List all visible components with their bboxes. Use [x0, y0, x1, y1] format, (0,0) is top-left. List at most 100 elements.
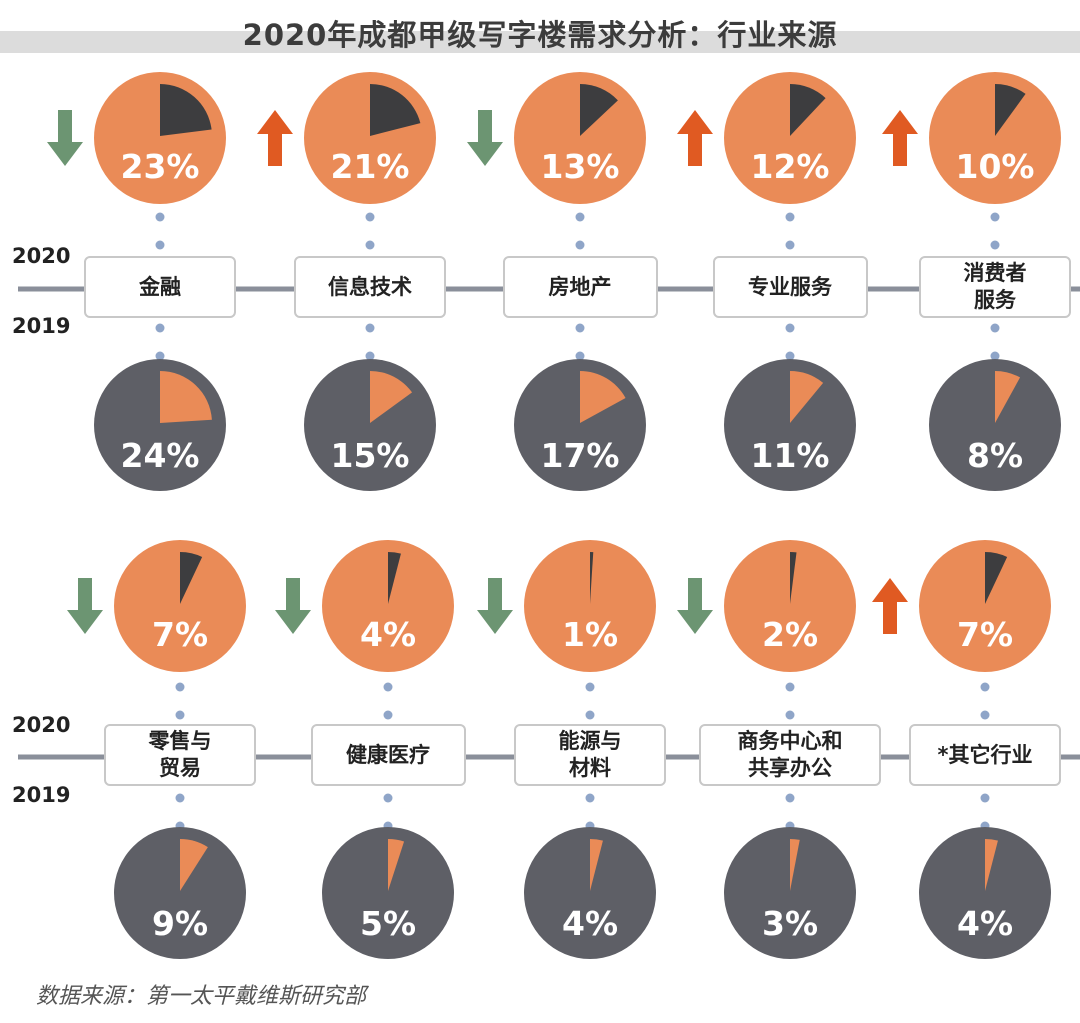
pie-2020-slice-3: [580, 84, 618, 136]
pie-2019-label-10: 4%: [957, 904, 1013, 943]
category-label: *其它行业: [937, 742, 1033, 767]
connector-dot: [585, 682, 595, 692]
connector-dot: [575, 240, 585, 250]
pie-2019-slice-9: [790, 839, 800, 891]
connector-dot: [585, 710, 595, 720]
connector-dot: [175, 793, 185, 803]
connector-dot: [365, 351, 375, 361]
category-box-3: 房地产: [502, 256, 658, 318]
category-label: 房地产: [548, 274, 612, 299]
chart-title: 2020年成都甲级写字楼需求分析：行业来源: [242, 18, 838, 52]
pie-2020-slice-1: [160, 84, 212, 136]
category-box-9: 商务中心和 共享办公: [699, 724, 881, 786]
connector-dot: [155, 323, 165, 333]
year-label-2020-row1: 2020: [12, 244, 71, 268]
pie-2020-label-2: 21%: [331, 147, 410, 186]
connector-dot: [155, 212, 165, 222]
connector-dot: [383, 793, 393, 803]
connector-dot: [980, 793, 990, 803]
category-box-10: *其它行业: [909, 724, 1061, 786]
connector-dot: [785, 351, 795, 361]
trend-arrow-down-icon: [275, 578, 311, 634]
pie-2019-7: [322, 827, 454, 959]
pie-2020-7: [322, 540, 454, 672]
connector-dot: [785, 323, 795, 333]
category-label: 健康医疗: [346, 742, 430, 767]
pie-2019-label-6: 9%: [152, 904, 208, 943]
trend-arrow-up-icon: [882, 110, 918, 166]
pie-2020-10: [919, 540, 1051, 672]
category-label: 金融: [139, 274, 181, 299]
pie-2020-slice-8: [590, 552, 594, 604]
pie-2019-label-2: 15%: [331, 436, 410, 475]
pie-2020-label-8: 1%: [562, 615, 618, 654]
connector-dot: [365, 323, 375, 333]
pie-2020-label-3: 13%: [541, 147, 620, 186]
pie-2020-label-9: 2%: [762, 615, 818, 654]
connector-dot: [990, 240, 1000, 250]
pie-2020-label-1: 23%: [121, 147, 200, 186]
pie-2019-9: [724, 827, 856, 959]
pie-2020-slice-10: [985, 552, 1008, 604]
pie-2019-6: [114, 827, 246, 959]
pie-2019-label-9: 3%: [762, 904, 818, 943]
trend-arrow-down-icon: [47, 110, 83, 166]
connector-dot: [785, 240, 795, 250]
connector-dot: [383, 682, 393, 692]
trend-arrow-up-icon: [677, 110, 713, 166]
pie-2020-4: [724, 72, 856, 204]
category-box-7: 健康医疗: [310, 724, 466, 786]
connector-dot: [785, 793, 795, 803]
connector-dot: [155, 351, 165, 361]
pie-2019-slice-7: [388, 839, 405, 891]
trend-arrow-down-icon: [67, 578, 103, 634]
pie-2020-slice-9: [790, 552, 797, 604]
pie-2019-slice-1: [160, 371, 212, 423]
category-box-2: 信息技术: [294, 256, 446, 318]
pie-2020-5: [929, 72, 1061, 204]
connector-dot: [990, 323, 1000, 333]
category-box-8: 能源与 材料: [514, 724, 666, 786]
category-box-5: 消费者 服务: [919, 256, 1071, 318]
pie-2020-label-5: 10%: [956, 147, 1035, 186]
category-label: 专业服务: [748, 274, 832, 299]
trend-arrow-down-icon: [477, 578, 513, 634]
year-label-2019-row2: 2019: [12, 783, 71, 807]
connector-dot: [785, 682, 795, 692]
pie-2019-slice-10: [985, 839, 998, 891]
connector-dot: [785, 710, 795, 720]
pie-2019-8: [524, 827, 656, 959]
year-label-2020-row2: 2020: [12, 713, 71, 737]
trend-arrow-down-icon: [677, 578, 713, 634]
pie-2019-slice-8: [590, 839, 603, 891]
pie-2020-9: [724, 540, 856, 672]
pie-2020-label-6: 7%: [152, 615, 208, 654]
connector-dot: [365, 212, 375, 222]
pie-2020-label-10: 7%: [957, 615, 1013, 654]
pie-2019-label-5: 8%: [967, 436, 1023, 475]
pie-2019-label-7: 5%: [360, 904, 416, 943]
category-label: 消费者 服务: [963, 261, 1027, 312]
connector-dot: [990, 212, 1000, 222]
connector-dot: [575, 212, 585, 222]
connector-dot: [575, 323, 585, 333]
pie-2019-10: [919, 827, 1051, 959]
connector-dot: [785, 212, 795, 222]
category-box-6: 零售与 贸易: [104, 724, 256, 786]
connector-dot: [365, 240, 375, 250]
pie-2019-slice-4: [790, 371, 824, 423]
trend-arrow-up-icon: [872, 578, 908, 634]
connector-dot: [585, 793, 595, 803]
trend-arrow-up-icon: [257, 110, 293, 166]
category-label: 信息技术: [328, 274, 412, 299]
connector-dot: [575, 351, 585, 361]
connector-dot: [990, 351, 1000, 361]
trend-arrow-down-icon: [467, 110, 503, 166]
connector-dot: [155, 240, 165, 250]
pie-2019-slice-3: [580, 371, 626, 423]
connector-dot: [175, 710, 185, 720]
year-label-2019-row1: 2019: [12, 314, 71, 338]
pie-2019-5: [929, 359, 1061, 491]
connector-dot: [383, 710, 393, 720]
